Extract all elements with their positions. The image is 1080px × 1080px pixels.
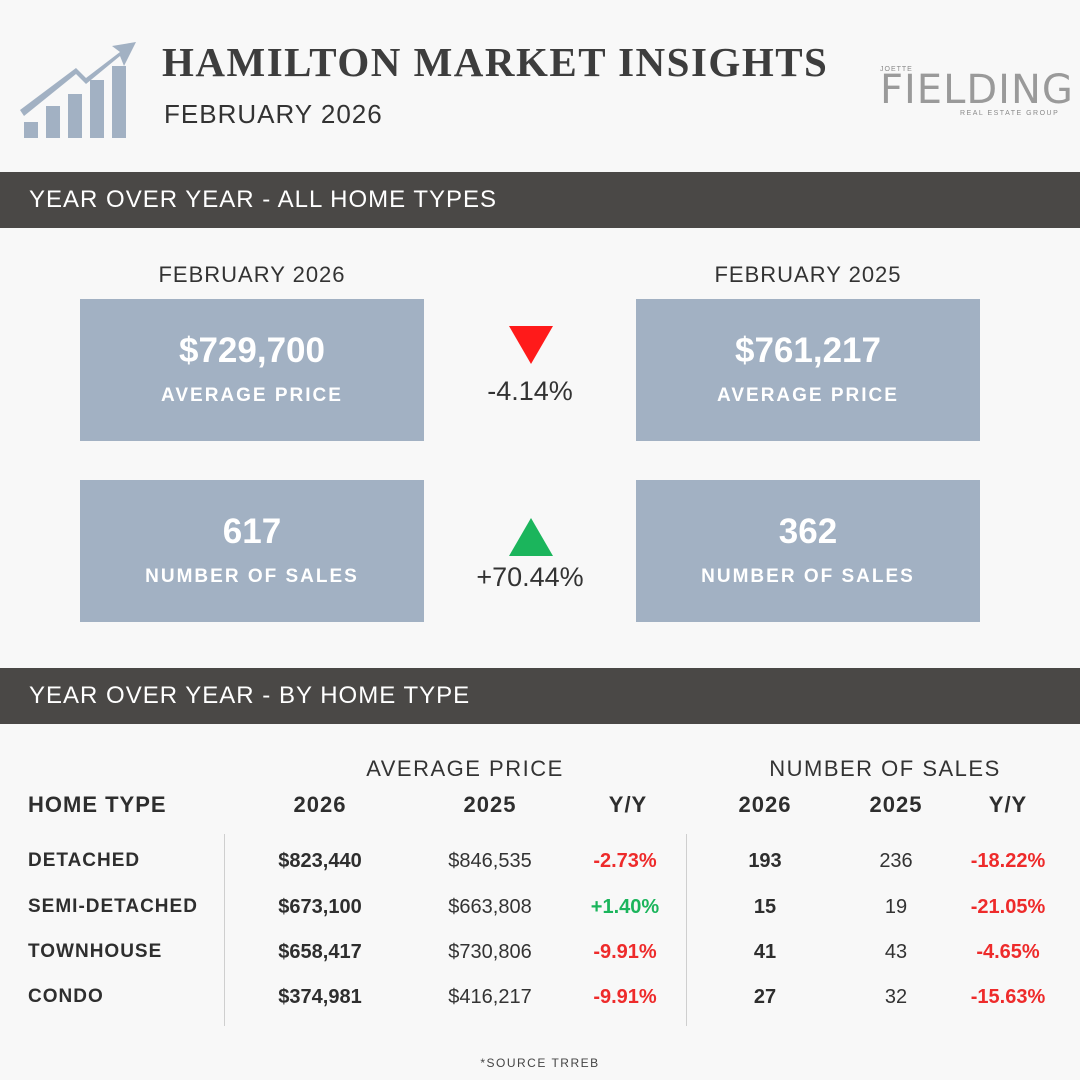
column-header-sales-yy: Y/Y	[988, 792, 1028, 817]
brand-logo: FIELDING	[880, 67, 1074, 113]
sales-2026-cell: 41	[753, 941, 777, 963]
column-header-sales-2026: 2026	[738, 792, 792, 817]
number-of-sales-previous-label: NUMBER OF SALES	[701, 566, 915, 587]
price-2026-cell: $658,417	[278, 941, 362, 963]
table-row: CONDO $374,981 $416,217 -9.91% 27 32 -15…	[0, 986, 1080, 1016]
column-divider	[224, 834, 225, 1026]
column-header-home-type: HOME TYPE	[28, 792, 167, 817]
home-type-cell: DETACHED	[28, 850, 141, 871]
sales-2025-cell: 32	[884, 986, 908, 1008]
sales-change-percent: +70.44%	[476, 562, 584, 592]
sales-2025-cell: 43	[884, 941, 908, 963]
sales-2026-cell: 15	[753, 896, 777, 918]
page-subtitle: FEBRUARY 2026	[164, 99, 383, 129]
price-2026-cell: $823,440	[278, 850, 362, 872]
triangle-up-icon	[509, 518, 553, 556]
page-title: HAMILTON MARKET INSIGHTS	[162, 39, 829, 85]
sales-yy-cell: -18.22%	[970, 850, 1046, 872]
sales-2025-cell: 19	[884, 896, 908, 918]
price-2025-cell: $730,806	[448, 941, 532, 963]
table-row: SEMI-DETACHED $673,100 $663,808 +1.40% 1…	[0, 896, 1080, 926]
triangle-down-icon	[509, 326, 553, 364]
number-of-sales-current-card: 617 NUMBER OF SALES	[80, 480, 424, 622]
number-of-sales-current-value: 617	[222, 512, 282, 551]
sales-2026-cell: 193	[748, 850, 782, 872]
source-note: *SOURCE TRREB	[480, 1056, 600, 1070]
table-row: TOWNHOUSE $658,417 $730,806 -9.91% 41 43…	[0, 941, 1080, 971]
average-price-current-value: $729,700	[179, 331, 325, 370]
average-price-previous-value: $761,217	[735, 331, 881, 370]
number-of-sales-previous-value: 362	[778, 512, 838, 551]
price-yy-cell: -9.91%	[593, 941, 657, 963]
price-2025-cell: $416,217	[448, 986, 532, 1008]
average-price-previous-card: $761,217 AVERAGE PRICE	[636, 299, 980, 441]
price-yy-cell: -9.91%	[593, 986, 657, 1008]
number-of-sales-current-label: NUMBER OF SALES	[145, 566, 359, 587]
column-header-price-2026: 2026	[293, 792, 347, 817]
group-header-number-of-sales: NUMBER OF SALES	[769, 756, 1001, 781]
column-divider	[686, 834, 687, 1026]
average-price-previous-label: AVERAGE PRICE	[717, 385, 899, 406]
brand-first-name: JOETTE	[880, 66, 913, 73]
sales-yy-cell: -21.05%	[970, 896, 1046, 918]
price-yy-cell: +1.40%	[590, 896, 660, 918]
sales-yy-cell: -4.65%	[976, 941, 1040, 963]
home-type-cell: TOWNHOUSE	[28, 941, 163, 962]
price-2026-cell: $374,981	[278, 986, 362, 1008]
sales-2026-cell: 27	[753, 986, 777, 1008]
column-header-price-yy: Y/Y	[608, 792, 648, 817]
home-type-cell: CONDO	[28, 986, 104, 1007]
sales-yy-cell: -15.63%	[970, 986, 1046, 1008]
price-2025-cell: $846,535	[448, 850, 532, 872]
average-price-current-card: $729,700 AVERAGE PRICE	[80, 299, 424, 441]
section-header-all-types: YEAR OVER YEAR - ALL HOME TYPES	[0, 172, 1080, 228]
rising-bar-chart-arrow-icon	[20, 42, 136, 138]
number-of-sales-previous-card: 362 NUMBER OF SALES	[636, 480, 980, 622]
average-price-current-label: AVERAGE PRICE	[161, 385, 343, 406]
column-header-sales-2025: 2025	[869, 792, 923, 817]
price-2026-cell: $673,100	[278, 896, 362, 918]
year-label-current: FEBRUARY 2026	[158, 262, 346, 287]
table-row: DETACHED $823,440 $846,535 -2.73% 193 23…	[0, 850, 1080, 880]
group-header-average-price: AVERAGE PRICE	[366, 756, 564, 781]
section-header-by-type: YEAR OVER YEAR - BY HOME TYPE	[0, 668, 1080, 724]
price-change-percent: -4.14%	[487, 376, 573, 406]
home-type-cell: SEMI-DETACHED	[28, 896, 198, 917]
column-header-price-2025: 2025	[463, 792, 517, 817]
sales-2025-cell: 236	[879, 850, 913, 872]
price-2025-cell: $663,808	[448, 896, 532, 918]
brand-tagline: REAL ESTATE GROUP	[960, 110, 1060, 117]
price-yy-cell: -2.73%	[593, 850, 657, 872]
year-label-previous: FEBRUARY 2025	[714, 262, 902, 287]
